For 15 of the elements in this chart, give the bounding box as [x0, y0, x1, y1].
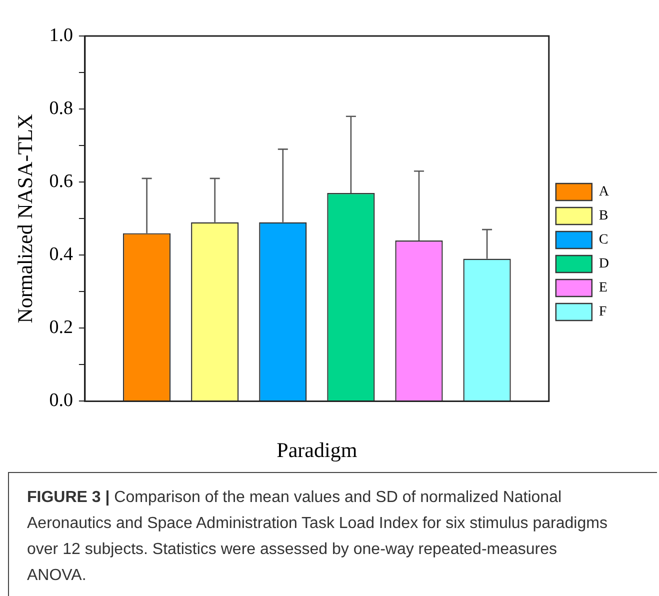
y-tick-label: 0.2	[49, 317, 73, 338]
legend-label: A	[598, 184, 610, 200]
y-tick-label: 1.0	[49, 24, 73, 46]
y-tick-label: 0.4	[49, 244, 74, 266]
y-axis-title: Normalized NASA-TLX	[13, 114, 38, 324]
legend-label: C	[598, 232, 608, 248]
y-tick-label: 0.8	[49, 98, 73, 120]
legend-label: D	[598, 256, 610, 272]
legend-label: F	[598, 304, 607, 320]
caption: FIGURE 3 | Comparison of the mean values and SD of normalized National Aeronautics and Space Administration Task Load Index for six stimulus paradigms over 12 subjects. Statistics were assessed by one-way repeated-measures ANOVA.	[27, 488, 608, 586]
legend-label: B	[598, 208, 608, 224]
y-tick-label: 0.0	[49, 390, 73, 412]
legend-label: E	[598, 280, 608, 296]
x-axis-title: Paradigm	[276, 438, 358, 462]
y-tick-label: 0.6	[49, 171, 73, 192]
